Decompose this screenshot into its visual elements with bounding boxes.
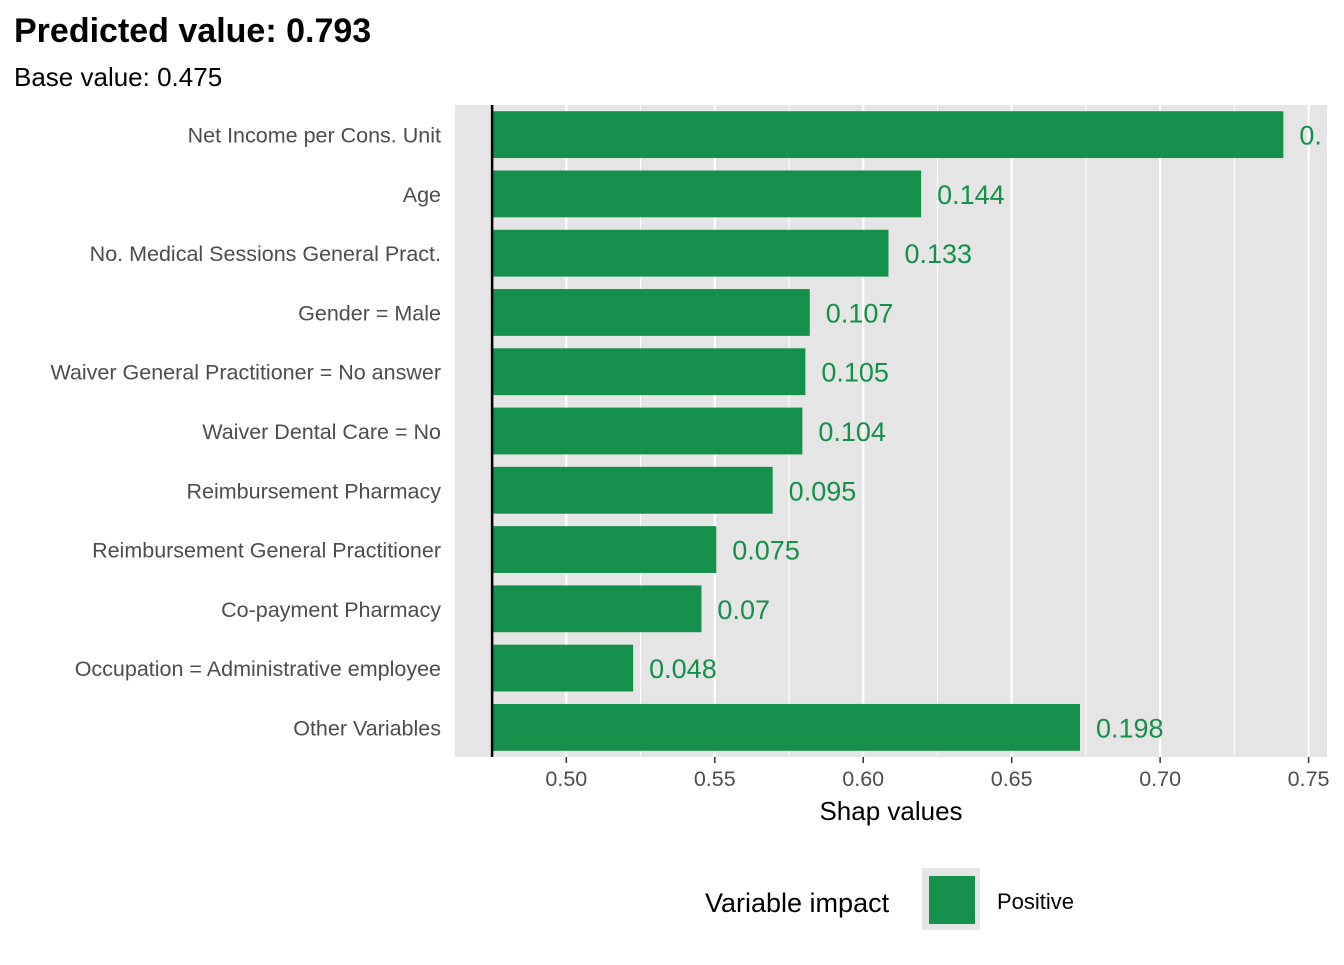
x-tick-label: 0.50 xyxy=(545,767,587,791)
y-axis-labels: Net Income per Cons. Unit Age No. Medical … xyxy=(50,124,441,741)
x-axis-ticks: 0.50 0.55 0.60 0.65 0.70 0.75 xyxy=(545,757,1330,791)
bar xyxy=(492,526,717,573)
bar-value-label: 0.048 xyxy=(649,654,717,684)
category-label: Net Income per Cons. Unit xyxy=(188,124,441,148)
bar xyxy=(492,289,810,336)
category-label: Age xyxy=(403,183,441,207)
category-label: Reimbursement Pharmacy xyxy=(186,479,441,503)
bar-value-label: 0.105 xyxy=(821,358,889,388)
bar-value-label: 0.133 xyxy=(904,239,972,269)
bar xyxy=(492,644,634,692)
category-label: Gender = Male xyxy=(298,301,441,325)
x-tick-label: 0.65 xyxy=(991,767,1033,791)
x-tick-label: 0.60 xyxy=(842,767,884,791)
bar-value-label: 0.107 xyxy=(826,298,894,328)
bar xyxy=(492,111,1284,159)
legend-title: Variable impact xyxy=(705,888,890,918)
category-label: Occupation = Administrative employee xyxy=(75,657,441,681)
bar xyxy=(492,703,1080,751)
category-label: Reimbursement General Practitioner xyxy=(92,539,441,563)
chart-title: Predicted value: 0.793 xyxy=(14,12,371,50)
category-label: Waiver General Practitioner = No answer xyxy=(50,361,441,385)
bar xyxy=(492,585,702,633)
category-label: No. Medical Sessions General Pract. xyxy=(90,242,441,266)
legend: Variable impact Positive xyxy=(705,868,1074,930)
x-tick-label: 0.55 xyxy=(694,767,736,791)
x-tick-label: 0.70 xyxy=(1139,767,1181,791)
category-label: Waiver Dental Care = No xyxy=(202,420,441,444)
category-label: Co-payment Pharmacy xyxy=(221,598,441,622)
bars xyxy=(492,111,1284,751)
x-tick-label: 0.75 xyxy=(1288,767,1330,791)
data-labels: 0. 0.144 0.133 0.107 0.105 0.104 0.095 0.075 0.0… xyxy=(649,121,1322,744)
bar xyxy=(492,170,922,218)
bar-value-label: 0. xyxy=(1299,121,1322,151)
bar xyxy=(492,348,806,396)
legend-swatch-positive xyxy=(929,876,975,924)
bar-value-label: 0.075 xyxy=(732,536,800,566)
chart-subtitle: Base value: 0.475 xyxy=(14,62,222,92)
bar-value-label: 0.095 xyxy=(789,476,857,506)
legend-item-positive: Positive xyxy=(997,889,1074,914)
category-label: Other Variables xyxy=(293,716,441,740)
bar xyxy=(492,466,773,514)
bar-value-label: 0.104 xyxy=(818,417,886,447)
bar-value-label: 0.144 xyxy=(937,180,1005,210)
bar-value-label: 0.198 xyxy=(1096,713,1164,743)
x-axis-title: Shap values xyxy=(819,796,962,826)
bar xyxy=(492,229,889,277)
bar-value-label: 0.07 xyxy=(717,595,770,625)
bar xyxy=(492,407,803,455)
